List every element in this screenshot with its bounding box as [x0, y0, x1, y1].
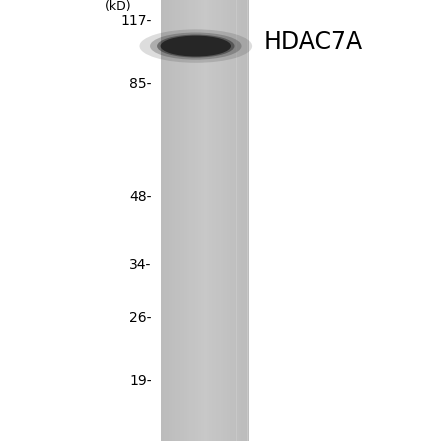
Bar — [229, 0, 230, 441]
Bar — [213, 0, 215, 441]
Bar — [223, 0, 224, 441]
Bar — [222, 0, 223, 441]
Bar — [243, 0, 244, 441]
Bar — [189, 0, 190, 441]
Bar — [219, 0, 220, 441]
Bar — [165, 0, 166, 441]
Bar — [183, 0, 184, 441]
Bar — [164, 0, 165, 441]
Bar — [198, 0, 199, 441]
Bar — [168, 0, 169, 441]
Bar — [203, 0, 205, 441]
Text: 117-: 117- — [121, 14, 152, 28]
Bar — [218, 0, 219, 441]
Bar — [207, 0, 208, 441]
Bar — [238, 0, 240, 441]
Bar — [200, 0, 202, 441]
Bar — [234, 0, 235, 441]
Bar — [244, 0, 245, 441]
Bar — [206, 0, 207, 441]
Text: 26-: 26- — [129, 311, 152, 325]
Bar — [225, 0, 227, 441]
Bar — [163, 0, 164, 441]
Bar — [172, 0, 174, 441]
Ellipse shape — [157, 34, 235, 58]
Bar — [230, 0, 231, 441]
Bar — [171, 0, 172, 441]
Bar — [175, 0, 176, 441]
Text: HDAC7A: HDAC7A — [264, 30, 363, 54]
Bar — [211, 0, 212, 441]
Bar — [176, 0, 177, 441]
Bar — [167, 0, 168, 441]
Bar — [193, 0, 194, 441]
Bar — [196, 0, 197, 441]
Bar — [202, 0, 203, 441]
Bar — [231, 0, 232, 441]
Text: 85-: 85- — [129, 77, 152, 91]
Text: 19-: 19- — [129, 374, 152, 388]
Bar — [241, 0, 242, 441]
Text: 48-: 48- — [129, 190, 152, 204]
Bar — [174, 0, 175, 441]
Text: 34-: 34- — [129, 258, 152, 273]
Bar — [240, 0, 241, 441]
Bar — [208, 0, 209, 441]
Bar — [245, 0, 246, 441]
Bar — [247, 0, 249, 441]
Bar — [188, 0, 189, 441]
Bar — [184, 0, 185, 441]
Bar — [205, 0, 206, 441]
Bar — [187, 0, 188, 441]
Bar — [177, 0, 178, 441]
Text: (kD): (kD) — [105, 0, 132, 13]
Bar — [169, 0, 171, 441]
Bar — [166, 0, 167, 441]
Bar — [161, 0, 162, 441]
Bar — [197, 0, 198, 441]
Bar — [162, 0, 163, 441]
Bar — [190, 0, 191, 441]
Bar — [209, 0, 210, 441]
Bar — [186, 0, 187, 441]
Bar — [235, 0, 236, 441]
Bar — [242, 0, 243, 441]
Bar — [216, 0, 218, 441]
Bar — [221, 0, 222, 441]
Bar — [237, 0, 238, 441]
Bar — [185, 0, 186, 441]
Bar — [224, 0, 225, 441]
Bar — [228, 0, 229, 441]
Bar — [161, 0, 249, 441]
Bar — [220, 0, 221, 441]
Bar — [233, 0, 234, 441]
Ellipse shape — [150, 33, 242, 60]
Bar — [181, 0, 183, 441]
Bar — [212, 0, 213, 441]
Bar — [210, 0, 211, 441]
Ellipse shape — [161, 36, 231, 56]
Ellipse shape — [139, 30, 252, 63]
Bar — [199, 0, 200, 441]
Bar — [215, 0, 216, 441]
Bar — [178, 0, 180, 441]
Bar — [232, 0, 233, 441]
Bar — [180, 0, 181, 441]
Bar — [246, 0, 247, 441]
Bar — [194, 0, 196, 441]
Bar — [191, 0, 193, 441]
